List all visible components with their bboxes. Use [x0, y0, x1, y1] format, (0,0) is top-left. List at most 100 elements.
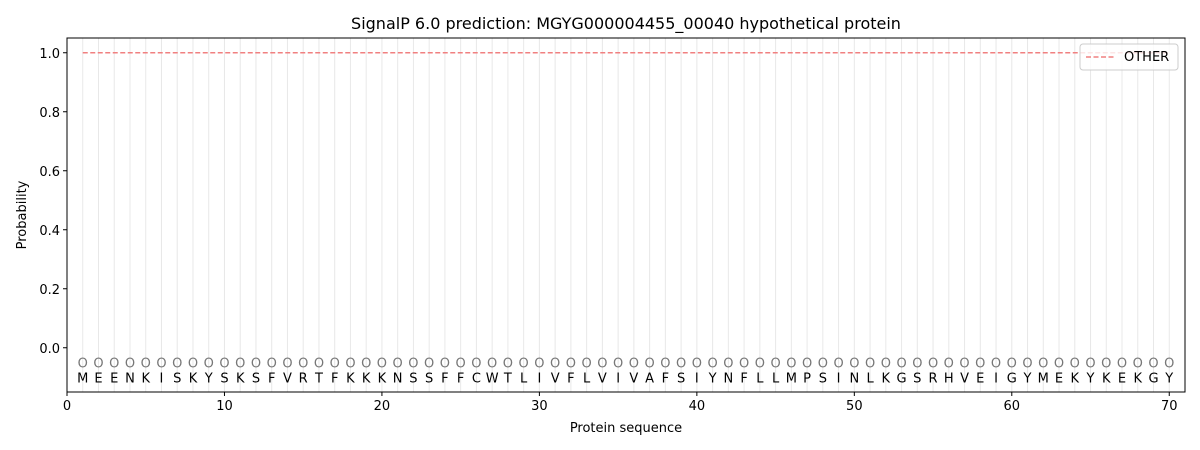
residue-letter: L [520, 371, 528, 386]
residue-letter: S [173, 371, 181, 386]
residue-label-marker: O [440, 357, 450, 372]
residue-letter: S [220, 371, 228, 386]
residue-label-marker: O [519, 357, 529, 372]
residue-label-marker: O [818, 357, 828, 372]
residue-letter: C [472, 371, 481, 386]
y-axis-label: Probability [15, 180, 30, 249]
residue-letter: K [1071, 371, 1080, 386]
residue-label-marker: O [770, 357, 780, 372]
residue-label-marker: O [282, 357, 292, 372]
residue-label-marker: O [1070, 357, 1080, 372]
residue-label-marker: O [896, 357, 906, 372]
residue-label-marker: O [928, 357, 938, 372]
residue-label-marker: O [739, 357, 749, 372]
x-tick-label: 0 [63, 399, 71, 414]
residue-letter: N [723, 371, 733, 386]
y-tick-label: 0.8 [39, 106, 60, 121]
residue-letter: V [598, 371, 607, 386]
residue-label-marker: O [156, 357, 166, 372]
residue-letter: I [160, 371, 164, 386]
residue-label-marker: O [786, 357, 796, 372]
residue-letter: V [629, 371, 638, 386]
legend: OTHER [1079, 43, 1179, 71]
residue-letter: N [849, 371, 859, 386]
residue-label-marker: O [1022, 357, 1032, 372]
residue-label-marker: O [534, 357, 544, 372]
y-tick-label: 0.4 [39, 224, 60, 239]
residue-letter: Y [1086, 371, 1095, 386]
residue-label-marker: O [235, 357, 245, 372]
residue-letter: S [409, 371, 417, 386]
residue-letter: G [1148, 371, 1158, 386]
residue-label-marker: O [1101, 357, 1111, 372]
y-tick-label: 0.0 [39, 342, 60, 357]
x-axis: 0 10 20 30 40 50 60 70 [63, 392, 1178, 414]
residue-label-marker: O [314, 357, 324, 372]
residue-letter: E [94, 371, 102, 386]
residue-letter: F [567, 371, 574, 386]
residue-letter: F [441, 371, 448, 386]
residue-letter: I [616, 371, 620, 386]
residue-label-marker: O [833, 357, 843, 372]
residue-label-marker: O [550, 357, 560, 372]
residue-letter: V [551, 371, 560, 386]
residue-label-marker: O [1007, 357, 1017, 372]
residue-label-marker: O [660, 357, 670, 372]
residue-letter: N [393, 371, 403, 386]
residue-label-marker: O [566, 357, 576, 372]
residue-letter: K [378, 371, 387, 386]
residue-label-marker: O [219, 357, 229, 372]
residue-letter: F [740, 371, 747, 386]
chart-title: SignalP 6.0 prediction: MGYG000004455_00… [351, 14, 901, 34]
residue-letter: E [976, 371, 984, 386]
residue-label-marker: O [298, 357, 308, 372]
residue-letter: K [189, 371, 198, 386]
residue-letter: Y [204, 371, 213, 386]
residue-letter: Y [1164, 371, 1173, 386]
x-tick-label: 60 [1004, 399, 1021, 414]
residue-label-marker: O [629, 357, 639, 372]
y-tick-label: 1.0 [39, 47, 60, 62]
residue-letter: F [662, 371, 669, 386]
residue-letter: K [362, 371, 371, 386]
residue-letter: M [786, 371, 797, 386]
residue-letter: V [960, 371, 969, 386]
residue-label-marker: O [582, 357, 592, 372]
residue-label-marker: O [393, 357, 403, 372]
residue-label-marker: O [345, 357, 355, 372]
residue-letter: T [314, 371, 323, 386]
residue-label-marker: O [1054, 357, 1064, 372]
residue-label-marker: O [204, 357, 214, 372]
residue-label-marker: O [676, 357, 686, 372]
residue-label-marker: O [188, 357, 198, 372]
residue-label-marker: O [456, 357, 466, 372]
residue-layer: OMOEOEONOKOIOSOKOYOSOKOSOFOVOROTOFOKOKOK… [77, 357, 1174, 387]
residue-label-marker: O [802, 357, 812, 372]
residue-label-marker: O [487, 357, 497, 372]
residue-letter: S [677, 371, 685, 386]
residue-letter: F [331, 371, 338, 386]
residue-letter: M [77, 371, 88, 386]
residue-label-marker: O [125, 357, 135, 372]
residue-letter: Y [1023, 371, 1032, 386]
residue-letter: I [837, 371, 841, 386]
residue-label-marker: O [1148, 357, 1158, 372]
residue-label-marker: O [975, 357, 985, 372]
residue-letter: E [110, 371, 118, 386]
x-tick-label: 40 [689, 399, 706, 414]
residue-label-marker: O [865, 357, 875, 372]
residue-label-marker: O [692, 357, 702, 372]
residue-letter: K [1102, 371, 1111, 386]
residue-label-marker: O [377, 357, 387, 372]
residue-label-marker: O [1164, 357, 1174, 372]
residue-letter: W [486, 371, 499, 386]
legend-label-other: OTHER [1124, 50, 1169, 65]
residue-letter: R [299, 371, 308, 386]
plot-frame [66, 37, 1186, 393]
residue-letter: S [425, 371, 433, 386]
residue-letter: S [913, 371, 921, 386]
residue-letter: L [583, 371, 591, 386]
residue-label-marker: O [93, 357, 103, 372]
residue-letter: I [695, 371, 699, 386]
residue-label-marker: O [251, 357, 261, 372]
